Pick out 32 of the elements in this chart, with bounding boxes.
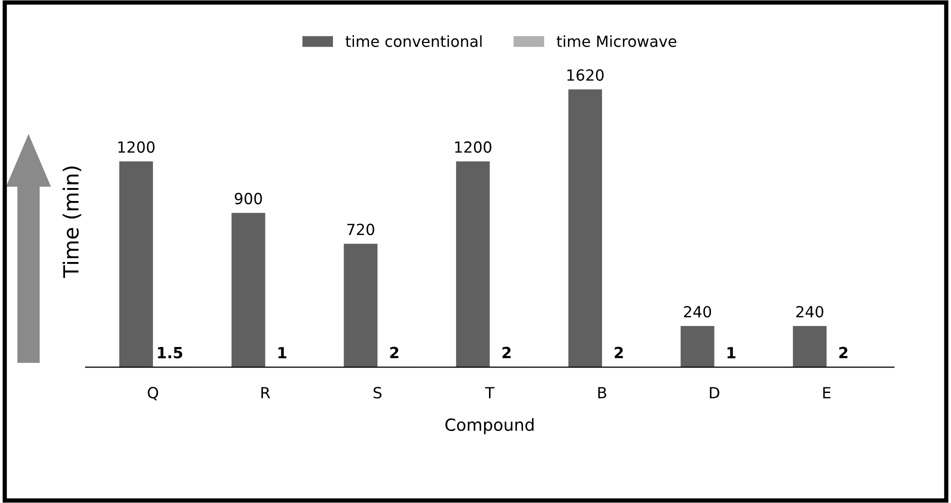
x-tick-label: D: [710, 387, 720, 398]
legend-label: time Microwave: [556, 35, 676, 48]
x-tick-label: Q: [148, 386, 158, 400]
bar: [344, 244, 378, 368]
x-tick-label: T: [485, 387, 494, 398]
data-label: 1: [278, 347, 286, 358]
y-axis-title: Time (min): [62, 166, 82, 278]
data-label: 1: [728, 347, 736, 358]
data-label: 2: [502, 346, 511, 358]
data-label: 2: [614, 346, 623, 358]
data-label: 240: [684, 306, 712, 318]
bar: [792, 326, 827, 368]
x-tick-label: E: [823, 387, 830, 398]
data-label: 240: [796, 306, 824, 318]
x-tick-label: R: [261, 387, 270, 398]
data-label: 900: [234, 192, 262, 204]
data-label: 720: [347, 224, 374, 236]
data-label: 2: [390, 346, 398, 358]
x-axis-title: Compound: [445, 418, 534, 434]
data-label: 1.5: [158, 347, 182, 358]
bar: [232, 212, 266, 368]
x-tick-label: S: [374, 386, 382, 398]
x-tick-label: B: [598, 387, 606, 398]
bar: [680, 326, 714, 368]
bar: [568, 89, 602, 368]
data-label: 1200: [455, 141, 492, 153]
bar: [456, 161, 490, 368]
data-label: 1620: [567, 69, 604, 81]
legend-label: time conventional: [346, 35, 482, 48]
bar: [119, 161, 153, 368]
data-label: 2: [839, 346, 848, 358]
data-label: 1200: [118, 141, 155, 153]
